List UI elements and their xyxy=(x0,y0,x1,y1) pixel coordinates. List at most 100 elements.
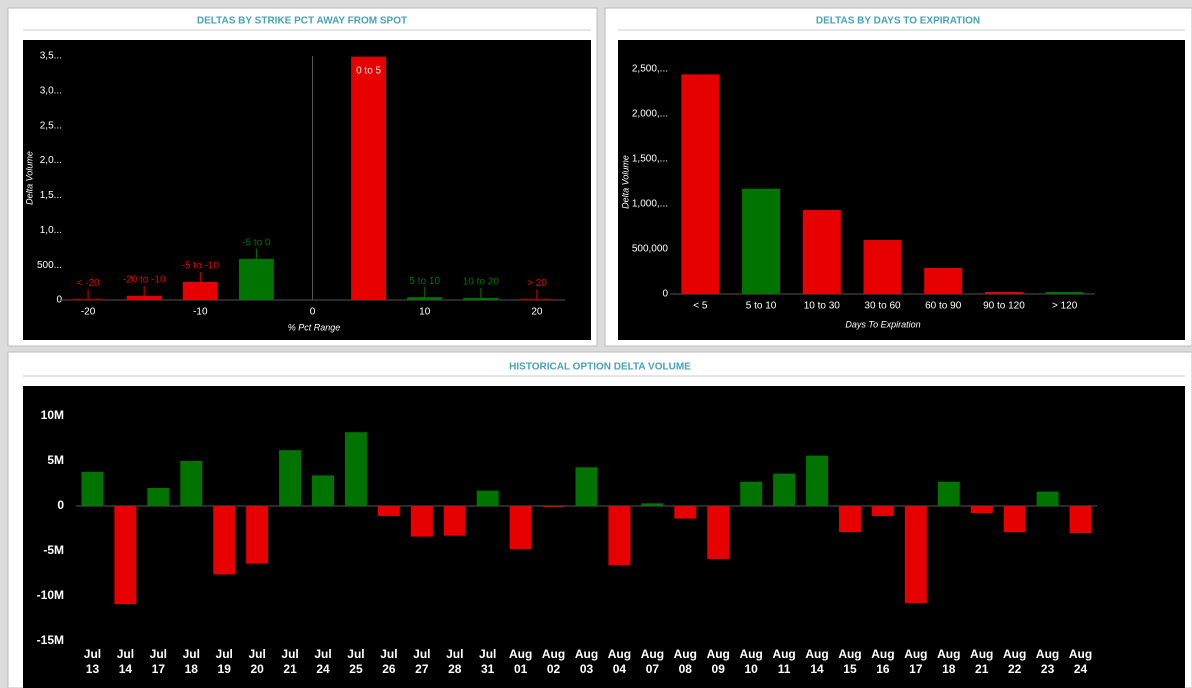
y-tick-label: 2,5... xyxy=(40,120,62,131)
bar xyxy=(238,258,274,300)
bar xyxy=(542,506,565,507)
bar xyxy=(476,490,499,506)
y-tick-label: 500... xyxy=(37,260,62,271)
bar xyxy=(742,188,781,294)
y-tick-label: 10M xyxy=(41,408,64,422)
x-tick-text: Jul xyxy=(380,647,397,661)
x-tick-label: 5 to 10 xyxy=(746,301,777,312)
x-tick-text: Aug xyxy=(542,647,565,661)
bar xyxy=(410,506,433,537)
x-tick-text: 24 xyxy=(1074,662,1088,676)
x-tick-text: Jul xyxy=(314,647,331,661)
x-tick-text: 07 xyxy=(646,662,660,676)
x-tick-text: 28 xyxy=(448,662,462,676)
x-tick-label: 30 to 60 xyxy=(864,301,901,312)
x-tick-text: Aug xyxy=(937,647,960,661)
bar xyxy=(707,506,730,560)
x-tick-label: Jul 25 xyxy=(347,647,364,676)
x-tick-text: 11 xyxy=(778,662,791,676)
y-tick-label: 2,0... xyxy=(40,155,62,166)
x-tick-label: 10 to 30 xyxy=(804,301,841,312)
x-tick-text: Aug xyxy=(1069,647,1092,661)
y-tick-label: -10M xyxy=(37,588,64,602)
bar xyxy=(740,481,763,506)
x-tick-text: Aug xyxy=(707,647,730,661)
y-tick-label: 0 xyxy=(662,289,668,300)
x-tick-label: Aug 15 xyxy=(838,647,861,676)
x-tick-label: Jul 20 xyxy=(248,647,265,676)
x-tick-text: 21 xyxy=(283,662,297,676)
plot-area xyxy=(23,386,1185,688)
x-tick-text: Aug xyxy=(575,647,598,661)
x-tick-label: Aug 24 xyxy=(1069,647,1092,676)
x-tick-label: Jul 26 xyxy=(380,647,397,676)
x-axis-title: % Pct Range xyxy=(288,322,341,332)
x-tick-label: Aug 22 xyxy=(1003,647,1026,676)
bar xyxy=(681,74,720,295)
x-tick-text: Aug xyxy=(1036,647,1059,661)
bar xyxy=(351,56,387,300)
x-tick-text: Aug xyxy=(674,647,697,661)
x-tick-label: Aug 11 xyxy=(772,647,795,676)
bar xyxy=(377,506,400,516)
x-tick-label: Aug 04 xyxy=(608,647,631,676)
x-tick-label: Aug 10 xyxy=(740,647,763,676)
x-tick-label: Jul 24 xyxy=(314,647,331,676)
y-tick-label: 1,000,... xyxy=(632,199,668,210)
x-tick-label: > 120 xyxy=(1052,301,1078,312)
x-axis-title: Days To Expiration xyxy=(845,319,920,329)
x-tick-label: 20 xyxy=(531,307,543,318)
data-label: -20 to -10 xyxy=(123,274,166,285)
x-tick-text: Aug xyxy=(805,647,828,661)
y-tick-label: 0 xyxy=(56,295,62,306)
y-tick-label: -5M xyxy=(43,543,64,557)
data-label: -5 to -10 xyxy=(182,261,220,272)
x-tick-label: Jul 31 xyxy=(479,647,496,676)
x-tick-text: 26 xyxy=(382,662,396,676)
bar xyxy=(182,281,218,300)
x-tick-text: Aug xyxy=(871,647,894,661)
data-label: 10 to 20 xyxy=(463,277,500,288)
bar xyxy=(344,432,367,506)
bar xyxy=(114,506,137,605)
x-tick-text: 14 xyxy=(810,662,824,676)
x-tick-label: Aug 07 xyxy=(641,647,664,676)
bar xyxy=(838,506,861,533)
x-tick-text: Aug xyxy=(904,647,927,661)
y-tick-label: 1,500,... xyxy=(632,154,668,165)
data-label: 0 to 5 xyxy=(356,65,381,76)
x-tick-label: Aug 14 xyxy=(805,647,828,676)
bar xyxy=(312,475,335,506)
y-tick-label: 1,5... xyxy=(40,190,62,201)
y-tick-label: 1,0... xyxy=(40,225,62,236)
bar xyxy=(407,297,443,300)
x-tick-text: 18 xyxy=(185,662,199,676)
x-tick-text: 10 xyxy=(744,662,758,676)
bar xyxy=(937,481,960,506)
x-tick-label: Aug 21 xyxy=(970,647,993,676)
x-tick-text: 20 xyxy=(250,662,264,676)
x-tick-text: 16 xyxy=(876,662,890,676)
bar xyxy=(213,506,236,575)
x-tick-text: Jul xyxy=(117,647,134,661)
x-tick-label: Aug 02 xyxy=(542,647,565,676)
x-tick-text: 03 xyxy=(580,662,594,676)
x-tick-text: Jul xyxy=(216,647,233,661)
bar xyxy=(246,506,269,564)
x-tick-text: 13 xyxy=(86,662,100,676)
x-tick-label: 10 xyxy=(419,307,431,318)
bar xyxy=(773,473,796,506)
x-tick-label: Aug 16 xyxy=(871,647,894,676)
x-tick-text: 17 xyxy=(152,662,166,676)
x-tick-text: Aug xyxy=(1003,647,1026,661)
x-tick-text: Jul xyxy=(84,647,101,661)
x-tick-text: Aug xyxy=(772,647,795,661)
bar xyxy=(806,455,829,506)
bar xyxy=(641,503,664,506)
bar xyxy=(180,461,203,506)
x-tick-text: 31 xyxy=(481,662,495,676)
bar xyxy=(924,267,963,294)
x-tick-text: Jul xyxy=(150,647,167,661)
y-axis-title: Delta Volume xyxy=(24,151,34,205)
